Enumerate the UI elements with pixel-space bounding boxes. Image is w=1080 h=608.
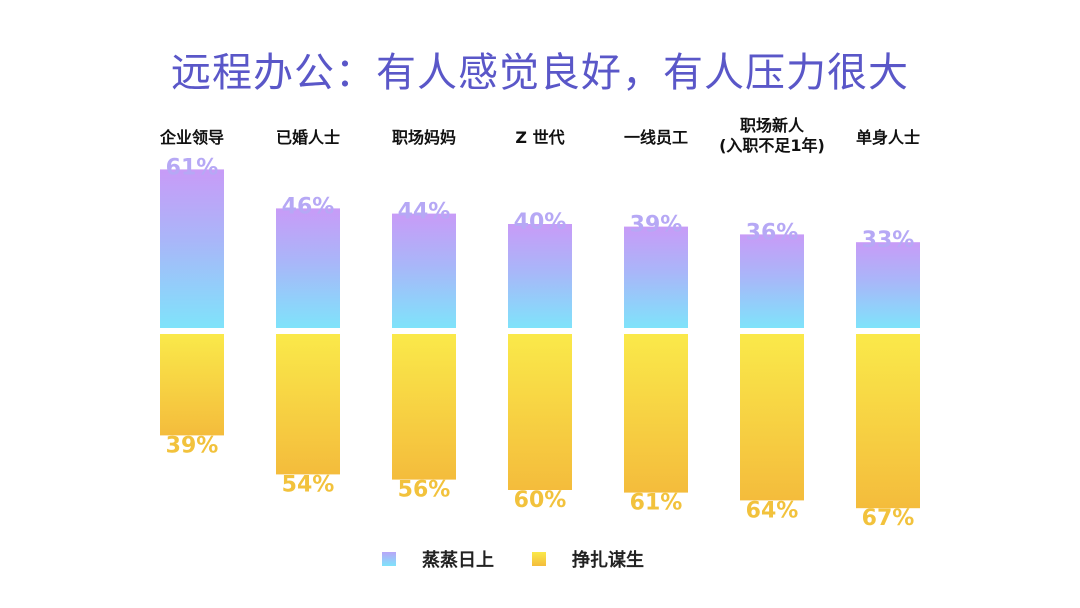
data-label-struggling: 61% <box>630 491 683 516</box>
bar-thriving <box>276 208 340 328</box>
bar-thriving <box>740 234 804 328</box>
legend-label-struggling: 挣扎谋生 <box>572 550 644 571</box>
data-label-thriving: 39% <box>630 213 683 238</box>
category-label: 单身人士 <box>856 128 920 147</box>
category-label: 职场妈妈 <box>392 128 456 147</box>
bar-struggling <box>508 334 572 490</box>
data-label-struggling: 64% <box>746 498 799 523</box>
legend-swatch-thriving <box>382 552 396 566</box>
data-label-thriving: 44% <box>398 200 451 225</box>
category-label: 已婚人士 <box>276 128 340 147</box>
bar-thriving <box>392 213 456 328</box>
data-label-struggling: 54% <box>282 472 335 497</box>
bar-struggling <box>856 334 920 509</box>
category-label: 一线员工 <box>624 128 688 147</box>
category-label: 企业领导 <box>159 128 224 147</box>
chart-title: 远程办公：有人感觉良好，有人压力很大 <box>171 50 909 96</box>
bar-thriving <box>856 242 920 328</box>
data-label-thriving: 46% <box>282 194 335 219</box>
category-label: (入职不足1年) <box>719 136 825 155</box>
data-label-thriving: 36% <box>746 220 799 245</box>
category-label: 职场新人 <box>740 116 805 135</box>
bar-struggling <box>740 334 804 501</box>
bar-thriving <box>160 169 224 328</box>
legend-label-thriving: 蒸蒸日上 <box>422 550 494 571</box>
bar-thriving <box>624 226 688 328</box>
data-label-thriving: 61% <box>166 155 219 180</box>
data-label-thriving: 33% <box>862 228 915 253</box>
bar-struggling <box>160 334 224 436</box>
data-label-struggling: 67% <box>862 506 915 531</box>
legend-item-struggling: 挣扎谋生 <box>532 546 644 572</box>
data-label-thriving: 40% <box>514 210 567 235</box>
data-label-struggling: 56% <box>398 478 451 503</box>
data-label-struggling: 60% <box>514 488 567 513</box>
bar-struggling <box>624 334 688 493</box>
bar-struggling <box>392 334 456 480</box>
data-label-struggling: 39% <box>166 433 219 458</box>
legend-item-thriving: 蒸蒸日上 <box>382 546 494 572</box>
bar-struggling <box>276 334 340 475</box>
category-label: Z 世代 <box>515 128 564 147</box>
legend-swatch-struggling <box>532 552 546 566</box>
bar-thriving <box>508 224 572 328</box>
